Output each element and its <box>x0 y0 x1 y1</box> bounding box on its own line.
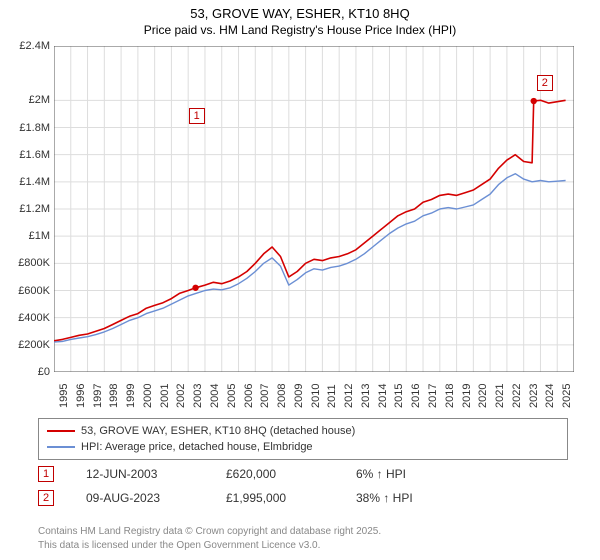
y-tick-label: £1.8M <box>19 122 50 134</box>
legend-swatch <box>47 446 75 448</box>
x-tick-label: 2018 <box>444 384 456 408</box>
table-row: 2 09-AUG-2023 £1,995,000 38% ↑ HPI <box>38 486 568 510</box>
chart-marker-label: 1 <box>189 108 205 124</box>
chart-title-block: 53, GROVE WAY, ESHER, KT10 8HQ Price pai… <box>0 0 600 37</box>
legend-item: 53, GROVE WAY, ESHER, KT10 8HQ (detached… <box>47 423 559 439</box>
y-tick-label: £2.4M <box>19 40 50 52</box>
x-tick-label: 2008 <box>276 384 288 408</box>
y-tick-label: £400K <box>18 312 50 324</box>
legend: 53, GROVE WAY, ESHER, KT10 8HQ (detached… <box>38 418 568 460</box>
txn-date: 12-JUN-2003 <box>86 467 226 481</box>
x-tick-label: 2017 <box>427 384 439 408</box>
y-tick-label: £0 <box>38 366 50 378</box>
table-row: 1 12-JUN-2003 £620,000 6% ↑ HPI <box>38 462 568 486</box>
x-tick-label: 2004 <box>209 384 221 408</box>
x-tick-label: 2013 <box>360 384 372 408</box>
x-tick-label: 2025 <box>561 384 573 408</box>
chart-plot-area <box>54 46 574 372</box>
x-tick-label: 2021 <box>494 384 506 408</box>
marker-badge: 1 <box>38 466 54 482</box>
x-tick-label: 2005 <box>226 384 238 408</box>
x-tick-label: 2016 <box>410 384 422 408</box>
x-tick-label: 2015 <box>393 384 405 408</box>
x-tick-label: 1998 <box>108 384 120 408</box>
x-tick-label: 1996 <box>75 384 87 408</box>
x-tick-label: 2009 <box>293 384 305 408</box>
x-axis-labels: 1995 1996 1997 1998 1999 2000 2001 2002 2003 2004… <box>54 376 574 416</box>
txn-price: £1,995,000 <box>226 491 356 505</box>
x-tick-label: 2024 <box>544 384 556 408</box>
chart-svg <box>54 46 574 372</box>
y-tick-label: £800K <box>18 257 50 269</box>
legend-swatch <box>47 430 75 432</box>
x-tick-label: 2007 <box>259 384 271 408</box>
x-tick-label: 2003 <box>192 384 204 408</box>
legend-item: HPI: Average price, detached house, Elmb… <box>47 439 559 455</box>
x-tick-label: 2002 <box>175 384 187 408</box>
title-sub: Price paid vs. HM Land Registry's House … <box>0 23 600 37</box>
x-tick-label: 2010 <box>310 384 322 408</box>
x-tick-label: 2023 <box>528 384 540 408</box>
marker-badge: 2 <box>38 490 54 506</box>
y-tick-label: £2M <box>29 94 50 106</box>
y-tick-label: £1.2M <box>19 203 50 215</box>
txn-pct: 6% ↑ HPI <box>356 467 456 481</box>
title-main: 53, GROVE WAY, ESHER, KT10 8HQ <box>0 6 600 21</box>
x-tick-label: 2011 <box>326 384 338 408</box>
chart-marker-label: 2 <box>537 75 553 91</box>
y-tick-label: £600K <box>18 285 50 297</box>
txn-price: £620,000 <box>226 467 356 481</box>
y-tick-label: £200K <box>18 339 50 351</box>
x-tick-label: 1997 <box>92 384 104 408</box>
y-tick-label: £1.4M <box>19 176 50 188</box>
transaction-table: 1 12-JUN-2003 £620,000 6% ↑ HPI 2 09-AUG… <box>38 462 568 510</box>
x-tick-label: 2006 <box>243 384 255 408</box>
legend-label: HPI: Average price, detached house, Elmb… <box>81 441 313 453</box>
txn-date: 09-AUG-2023 <box>86 491 226 505</box>
footer-line: This data is licensed under the Open Gov… <box>38 539 568 553</box>
x-tick-label: 1995 <box>58 384 70 408</box>
x-tick-label: 2000 <box>142 384 154 408</box>
txn-pct: 38% ↑ HPI <box>356 491 456 505</box>
x-tick-label: 1999 <box>125 384 137 408</box>
footer-attribution: Contains HM Land Registry data © Crown c… <box>38 525 568 552</box>
y-tick-label: £1M <box>29 230 50 242</box>
x-tick-label: 2020 <box>477 384 489 408</box>
legend-label: 53, GROVE WAY, ESHER, KT10 8HQ (detached… <box>81 425 355 437</box>
x-tick-label: 2001 <box>159 384 171 408</box>
x-tick-label: 2019 <box>461 384 473 408</box>
footer-line: Contains HM Land Registry data © Crown c… <box>38 525 568 539</box>
x-tick-label: 2014 <box>377 384 389 408</box>
y-tick-label: £1.6M <box>19 149 50 161</box>
x-tick-label: 2012 <box>343 384 355 408</box>
x-tick-label: 2022 <box>511 384 523 408</box>
